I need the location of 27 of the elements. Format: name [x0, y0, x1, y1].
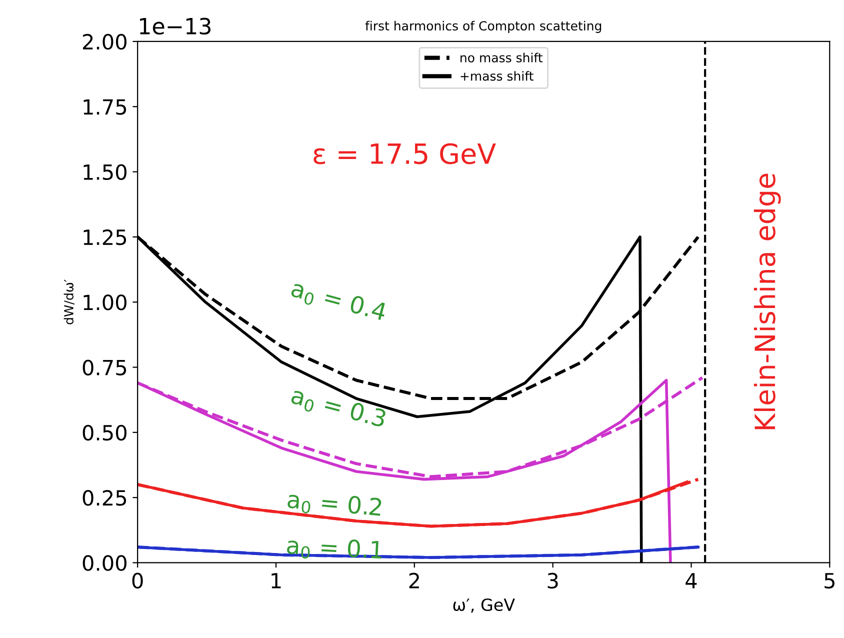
annotation: a$_{0}$ = 0.2 [286, 490, 382, 520]
x-tick-label: 1 [272, 573, 281, 588]
y-tick-label: 0.75 [82, 360, 126, 376]
legend-label: no mass shift [460, 52, 542, 62]
y-tick-label: 0.00 [82, 555, 126, 571]
y-tick-label: 0.50 [82, 424, 126, 441]
y-tick-label: 1.00 [84, 294, 126, 310]
y-tick-label: 1.75 [84, 99, 126, 115]
annotation: a$_{0}$ = 0.4 [290, 278, 388, 325]
annotation: a$_{0}$ = 0.3 [290, 386, 387, 432]
x-tick-label: 3 [548, 572, 558, 589]
x-tick-label: 2 [409, 572, 419, 588]
y-tick-label: 0.25 [82, 490, 126, 506]
y-tick-label: 1.50 [84, 164, 126, 180]
y-tick-label: 2.00 [82, 34, 126, 50]
x-axis-title: ω′, GeV [453, 598, 515, 613]
legend-label: +mass shift [460, 71, 534, 81]
chart-title: first harmonics of Compton scatteting [365, 20, 602, 33]
text: 1e−13 [140, 18, 210, 35]
annotation: a$_{0}$ = 0.1 [286, 536, 382, 563]
ref-line-label: Klein-Nishina edge [754, 174, 781, 430]
x-tick-label: 0 [132, 572, 143, 589]
annotation: ε = 17.5 GeV [314, 143, 496, 164]
x-tick-label: 4 [686, 573, 697, 588]
y-tick-label: 1.25 [84, 229, 126, 246]
y-axis-title: dW/dω′ [64, 280, 74, 324]
x-tick-label: 5 [824, 573, 834, 589]
